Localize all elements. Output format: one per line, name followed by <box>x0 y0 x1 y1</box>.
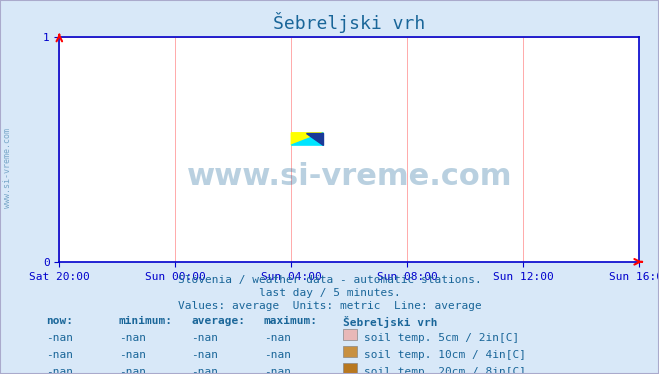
Text: -nan: -nan <box>264 367 291 374</box>
Text: Slovenia / weather data - automatic stations.: Slovenia / weather data - automatic stat… <box>178 275 481 285</box>
Text: -nan: -nan <box>46 333 73 343</box>
Text: www.si-vreme.com: www.si-vreme.com <box>3 128 13 208</box>
Text: maximum:: maximum: <box>264 316 318 326</box>
Text: -nan: -nan <box>46 367 73 374</box>
Text: -nan: -nan <box>191 367 218 374</box>
Text: Šebreljski vrh: Šebreljski vrh <box>343 316 437 328</box>
Text: Values: average  Units: metric  Line: average: Values: average Units: metric Line: aver… <box>178 301 481 311</box>
Text: -nan: -nan <box>46 350 73 360</box>
Text: -nan: -nan <box>264 333 291 343</box>
Text: now:: now: <box>46 316 73 326</box>
Title: Šebreljski vrh: Šebreljski vrh <box>273 12 426 33</box>
Text: -nan: -nan <box>264 350 291 360</box>
Text: -nan: -nan <box>191 333 218 343</box>
Text: soil temp. 10cm / 4in[C]: soil temp. 10cm / 4in[C] <box>364 350 526 360</box>
Text: minimum:: minimum: <box>119 316 173 326</box>
Polygon shape <box>291 133 323 145</box>
Text: -nan: -nan <box>191 350 218 360</box>
Text: soil temp. 5cm / 2in[C]: soil temp. 5cm / 2in[C] <box>364 333 519 343</box>
Text: average:: average: <box>191 316 245 326</box>
Text: soil temp. 20cm / 8in[C]: soil temp. 20cm / 8in[C] <box>364 367 526 374</box>
Polygon shape <box>291 133 323 145</box>
Text: last day / 5 minutes.: last day / 5 minutes. <box>258 288 401 298</box>
Text: www.si-vreme.com: www.si-vreme.com <box>186 162 512 191</box>
Polygon shape <box>306 133 323 145</box>
Text: -nan: -nan <box>119 333 146 343</box>
Text: -nan: -nan <box>119 367 146 374</box>
Text: -nan: -nan <box>119 350 146 360</box>
